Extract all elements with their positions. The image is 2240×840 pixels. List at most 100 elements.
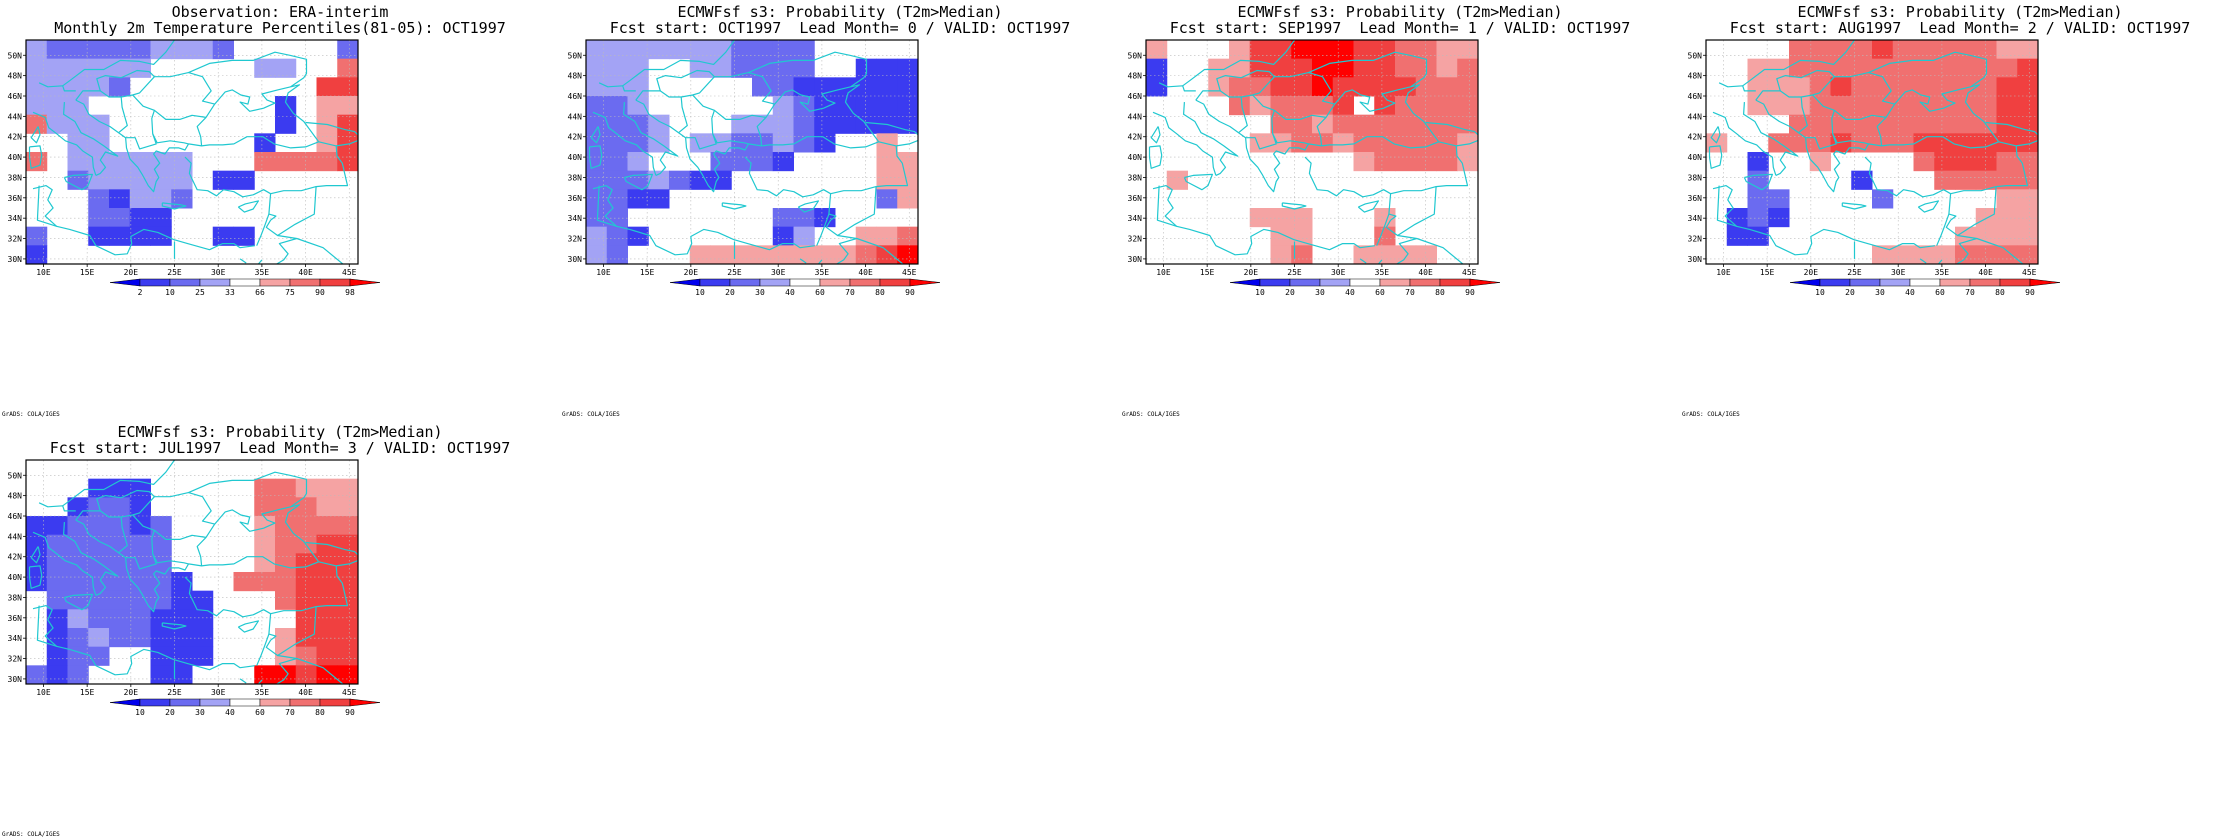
grid-cell <box>109 497 131 517</box>
lat-label: 40N <box>8 153 23 162</box>
grid-cell <box>46 534 68 554</box>
grid-cell <box>1353 133 1375 153</box>
grid-cell <box>26 226 48 246</box>
coastline <box>596 185 617 227</box>
grid-cell <box>254 534 276 554</box>
lat-label: 40N <box>568 153 583 162</box>
lat-label: 32N <box>1688 235 1703 244</box>
lat-label: 40N <box>1128 153 1143 162</box>
grid-cell <box>1395 77 1417 97</box>
grid-cell <box>606 245 628 264</box>
lat-label: 38N <box>568 173 583 182</box>
grid-cell <box>295 497 317 517</box>
grid-cell <box>316 152 338 172</box>
grid-cell <box>1934 152 1956 172</box>
colorbar-label: 2 <box>138 288 143 297</box>
grid-cell <box>772 96 794 116</box>
colorbar-segment <box>879 278 911 287</box>
colorbar-label: 90 <box>1465 288 1475 297</box>
coastline <box>1304 156 1392 246</box>
grid-cell <box>772 77 794 97</box>
grid-cell <box>586 226 608 246</box>
lat-label: 32N <box>8 655 23 664</box>
grid-cell <box>752 77 774 97</box>
lon-label: 10E <box>1156 268 1171 277</box>
grid-cell <box>109 208 131 228</box>
grid-cell <box>627 152 649 172</box>
colorbar-segment <box>1849 278 1881 287</box>
colorbar-label: 90 <box>315 288 325 297</box>
grid-cell <box>337 77 358 97</box>
lon-label: 20E <box>684 268 699 277</box>
grid-cell <box>1872 96 1894 116</box>
grid-cell <box>876 133 898 153</box>
lat-label: 44N <box>8 112 23 121</box>
grid-cell <box>1436 96 1458 116</box>
grid-cell <box>275 497 297 517</box>
grid-cell <box>88 189 110 209</box>
panel-title: ECMWFsf s3: Probability (T2m>Median) <box>1237 3 1563 21</box>
coastline <box>1712 185 1935 256</box>
grid-cell <box>627 77 649 97</box>
panel-title: Observation: ERA-interim <box>171 3 389 21</box>
coastline <box>1742 102 1799 176</box>
grid-cell <box>1291 245 1313 264</box>
lat-label: 48N <box>568 72 583 81</box>
grid-cell <box>1955 114 1977 134</box>
grid-cell <box>67 609 89 629</box>
map-panel-observation: Observation: ERA-interim Monthly 2m Temp… <box>0 0 560 420</box>
grid-cell <box>1975 96 1997 116</box>
grid-cell <box>129 40 151 60</box>
grid-cell <box>1913 152 1935 172</box>
grid-cell <box>1146 77 1168 97</box>
grid-cell <box>1892 40 1914 60</box>
colorbar-label: 80 <box>1435 288 1445 297</box>
coastline <box>1416 237 1464 264</box>
colorbar-segment <box>1349 278 1381 287</box>
colorbar-segment <box>1229 278 1261 287</box>
grid-cell <box>586 208 608 228</box>
grid-cell <box>1229 96 1251 116</box>
grads-credit: GrADS: COLA/IGES <box>2 411 60 418</box>
grid-cell <box>67 58 89 78</box>
grid-cell <box>1332 40 1354 60</box>
colorbar-segment <box>289 278 321 287</box>
grid-cell <box>316 646 338 666</box>
grid-cell <box>2017 245 2038 264</box>
grid-cell <box>1395 133 1417 153</box>
grid-cell <box>129 58 151 78</box>
map-plot: 50N 48N 46N 44N 42N 40N 38N 36N 34N 32N 30N 10E 15E 2… <box>8 459 381 717</box>
grid-cell <box>1913 77 1935 97</box>
grid-cell <box>669 40 691 60</box>
grid-cell <box>316 77 338 97</box>
coastline <box>270 561 349 615</box>
grid-cell <box>88 646 110 666</box>
grid-cell <box>1789 40 1811 60</box>
grid-cell <box>897 189 918 209</box>
coastline <box>1150 126 1161 144</box>
lon-label: 15E <box>80 688 95 697</box>
coastline <box>1755 90 1808 134</box>
coastlines <box>1148 40 1478 264</box>
coastline <box>32 605 255 676</box>
grid-cell <box>606 40 628 60</box>
grid-cell <box>1270 96 1292 116</box>
lat-label: 30N <box>1128 255 1143 264</box>
coastline <box>239 258 247 264</box>
lat-label: 36N <box>1128 194 1143 203</box>
grid-cell <box>1872 114 1894 134</box>
colorbar-segment <box>1409 278 1441 287</box>
colorbar-segment <box>1319 278 1351 287</box>
grid-cell <box>1892 77 1914 97</box>
coastline <box>856 237 904 264</box>
grid-cell <box>1830 114 1852 134</box>
colorbar-segment <box>729 278 761 287</box>
lat-label: 44N <box>8 532 23 541</box>
grads-credit: GrADS: COLA/IGES <box>2 831 60 838</box>
grid-cell <box>1270 245 1292 264</box>
coastline <box>748 136 879 149</box>
grid-cell <box>1457 133 1478 153</box>
grid-cell <box>627 133 649 153</box>
grid-cell <box>1270 114 1292 134</box>
grid-cell <box>1996 133 2018 153</box>
